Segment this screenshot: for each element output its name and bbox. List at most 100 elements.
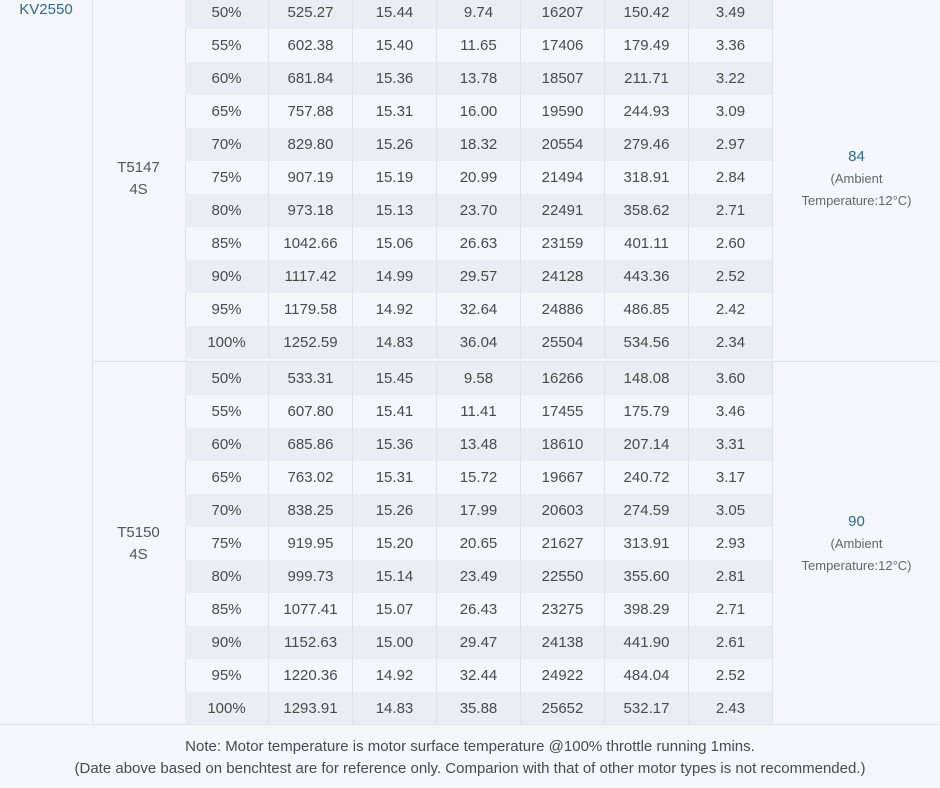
rpm-cell: 16207 (521, 0, 605, 29)
current-cell: 26.43 (437, 593, 521, 626)
throttle-cell: 70% (185, 128, 269, 161)
power-cell: 355.60 (605, 560, 689, 593)
efficiency-cell: 3.09 (689, 95, 773, 128)
power-cell: 274.59 (605, 494, 689, 527)
current-cell: 11.65 (437, 29, 521, 62)
table-row: 95% 1179.58 14.92 32.64 24886 486.85 2.42 (185, 293, 773, 326)
rpm-cell: 20603 (521, 494, 605, 527)
current-cell: 13.48 (437, 428, 521, 461)
throttle-cell: 80% (185, 560, 269, 593)
current-cell: 15.72 (437, 461, 521, 494)
current-cell: 9.58 (437, 362, 521, 395)
power-cell: 279.46 (605, 128, 689, 161)
voltage-cell: 15.13 (353, 194, 437, 227)
table-row: 90% 1152.63 15.00 29.47 24138 441.90 2.61 (185, 626, 773, 659)
current-cell: 36.04 (437, 326, 521, 359)
voltage-cell: 14.92 (353, 293, 437, 326)
table-row: 100% 1293.91 14.83 35.88 25652 532.17 2.43 (185, 692, 773, 725)
voltage-cell: 15.36 (353, 62, 437, 95)
thrust-cell: 1117.42 (269, 260, 353, 293)
efficiency-cell: 2.84 (689, 161, 773, 194)
efficiency-cell: 3.17 (689, 461, 773, 494)
rpm-cell: 22550 (521, 560, 605, 593)
voltage-cell: 15.14 (353, 560, 437, 593)
efficiency-cell: 3.31 (689, 428, 773, 461)
thrust-cell: 907.19 (269, 161, 353, 194)
efficiency-cell: 2.93 (689, 527, 773, 560)
temperature-value: 90 (848, 512, 865, 530)
rpm-cell: 21627 (521, 527, 605, 560)
table-row: 90% 1117.42 14.99 29.57 24128 443.36 2.52 (185, 260, 773, 293)
rpm-cell: 24886 (521, 293, 605, 326)
battery-cells: 4S (129, 545, 148, 563)
efficiency-cell: 2.52 (689, 659, 773, 692)
efficiency-cell: 2.71 (689, 593, 773, 626)
thrust-cell: 1152.63 (269, 626, 353, 659)
current-cell: 26.63 (437, 227, 521, 260)
power-cell: 207.14 (605, 428, 689, 461)
table-row: 50% 533.31 15.45 9.58 16266 148.08 3.60 (185, 362, 773, 395)
table-row: 80% 973.18 15.13 23.70 22491 358.62 2.71 (185, 194, 773, 227)
voltage-cell: 14.99 (353, 260, 437, 293)
power-cell: 211.71 (605, 62, 689, 95)
throttle-cell: 60% (185, 62, 269, 95)
power-cell: 358.62 (605, 194, 689, 227)
efficiency-cell: 2.81 (689, 560, 773, 593)
footer-note-disclaimer: (Date above based on benchtest are for r… (74, 760, 866, 777)
current-cell: 13.78 (437, 62, 521, 95)
voltage-cell: 15.41 (353, 395, 437, 428)
power-cell: 179.49 (605, 29, 689, 62)
throttle-cell: 85% (185, 593, 269, 626)
current-cell: 9.74 (437, 0, 521, 29)
throttle-cell: 100% (185, 326, 269, 359)
thrust-cell: 757.88 (269, 95, 353, 128)
footer-notes: Note: Motor temperature is motor surface… (0, 724, 940, 788)
throttle-cell: 80% (185, 194, 269, 227)
temperature-value: 84 (848, 147, 865, 165)
throttle-cell: 65% (185, 95, 269, 128)
throttle-cell: 50% (185, 362, 269, 395)
voltage-cell: 15.20 (353, 527, 437, 560)
current-cell: 11.41 (437, 395, 521, 428)
rpm-cell: 18610 (521, 428, 605, 461)
voltage-cell: 15.26 (353, 128, 437, 161)
thrust-cell: 1293.91 (269, 692, 353, 725)
thrust-cell: 1179.58 (269, 293, 353, 326)
throttle-cell: 95% (185, 293, 269, 326)
power-cell: 148.08 (605, 362, 689, 395)
thrust-cell: 525.27 (269, 0, 353, 29)
efficiency-cell: 3.05 (689, 494, 773, 527)
rpm-cell: 18507 (521, 62, 605, 95)
voltage-cell: 15.45 (353, 362, 437, 395)
table-row: 80% 999.73 15.14 23.49 22550 355.60 2.81 (185, 560, 773, 593)
throttle-cell: 90% (185, 260, 269, 293)
table-row: 60% 685.86 15.36 13.48 18610 207.14 3.31 (185, 428, 773, 461)
table-row: 100% 1252.59 14.83 36.04 25504 534.56 2.34 (185, 326, 773, 359)
rpm-cell: 19590 (521, 95, 605, 128)
throttle-cell: 65% (185, 461, 269, 494)
temperature-cell: 90 (Ambient Temperature:12°C) (773, 362, 940, 725)
table-row: 65% 763.02 15.31 15.72 19667 240.72 3.17 (185, 461, 773, 494)
throttle-cell: 70% (185, 494, 269, 527)
power-cell: 244.93 (605, 95, 689, 128)
table-row: 50% 525.27 15.44 9.74 16207 150.42 3.49 (185, 0, 773, 29)
efficiency-cell: 2.42 (689, 293, 773, 326)
thrust-cell: 838.25 (269, 494, 353, 527)
current-cell: 29.57 (437, 260, 521, 293)
thrust-cell: 602.38 (269, 29, 353, 62)
current-cell: 18.32 (437, 128, 521, 161)
rpm-cell: 23159 (521, 227, 605, 260)
current-cell: 29.47 (437, 626, 521, 659)
table-row: 65% 757.88 15.31 16.00 19590 244.93 3.09 (185, 95, 773, 128)
thrust-cell: 763.02 (269, 461, 353, 494)
efficiency-cell: 2.34 (689, 326, 773, 359)
efficiency-cell: 3.49 (689, 0, 773, 29)
data-rows: 50% 525.27 15.44 9.74 16207 150.42 3.49 55% 602.… (185, 0, 773, 359)
table-row: 55% 602.38 15.40 11.65 17406 179.49 3.36 (185, 29, 773, 62)
ambient-note-line1: (Ambient (830, 535, 883, 551)
rpm-cell: 24138 (521, 626, 605, 659)
current-cell: 16.00 (437, 95, 521, 128)
power-cell: 240.72 (605, 461, 689, 494)
voltage-cell: 14.83 (353, 326, 437, 359)
